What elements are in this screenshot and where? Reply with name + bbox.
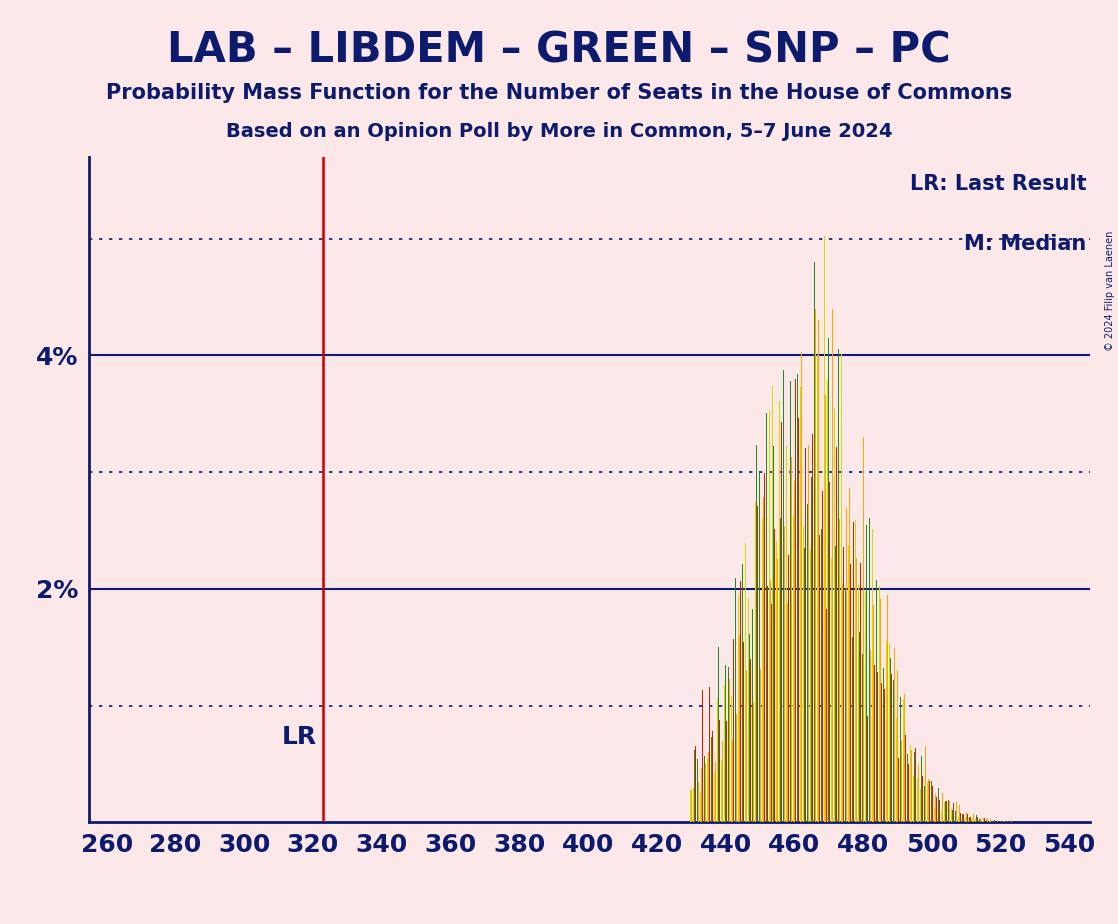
Text: LAB – LIBDEM – GREEN – SNP – PC: LAB – LIBDEM – GREEN – SNP – PC [167,30,951,71]
Text: Probability Mass Function for the Number of Seats in the House of Commons: Probability Mass Function for the Number… [106,83,1012,103]
Text: M: Median: M: Median [965,234,1087,253]
Text: © 2024 Filip van Laenen: © 2024 Filip van Laenen [1105,231,1115,351]
Text: Based on an Opinion Poll by More in Common, 5–7 June 2024: Based on an Opinion Poll by More in Comm… [226,122,892,141]
Text: LR: Last Result: LR: Last Result [910,174,1087,194]
Text: LR: LR [282,725,316,749]
